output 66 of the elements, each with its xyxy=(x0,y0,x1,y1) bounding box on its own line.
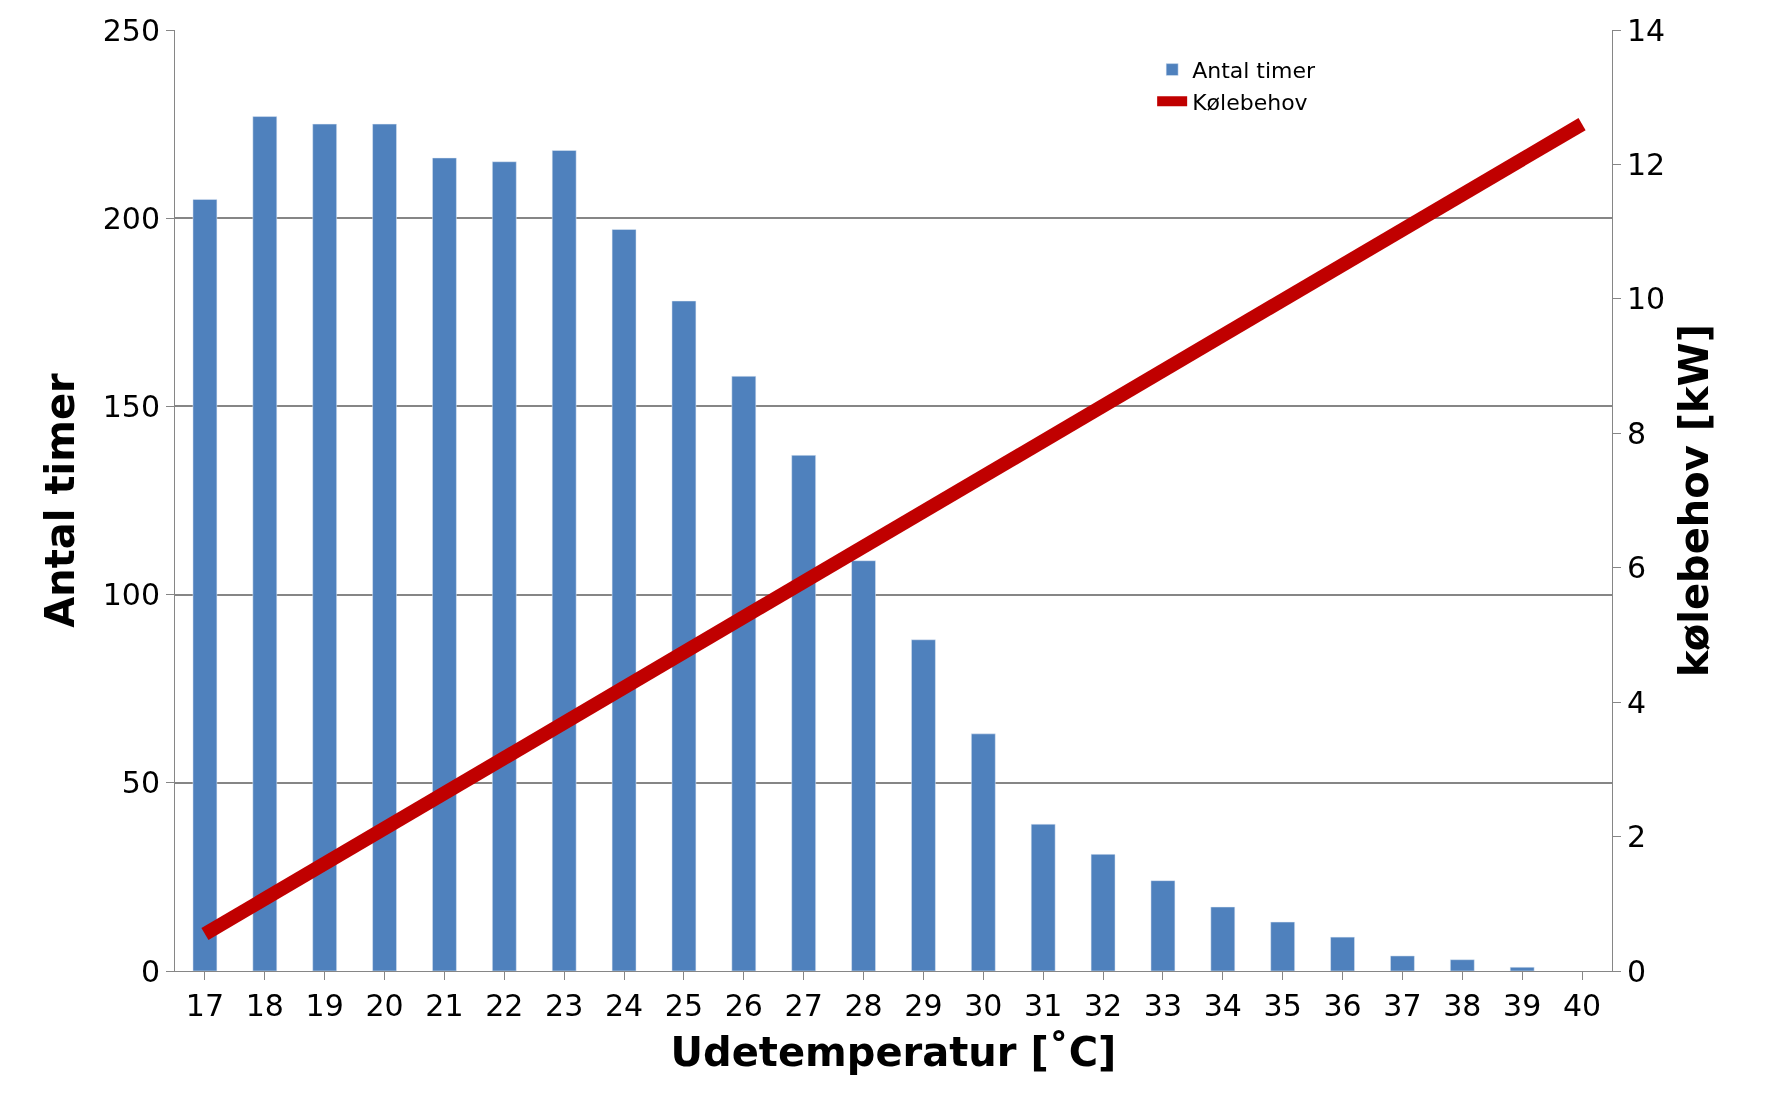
y-tick-label: 150 xyxy=(102,388,160,424)
y2-tick-label: 12 xyxy=(1627,146,1666,182)
legend-label: Kølebehov xyxy=(1192,89,1308,115)
bar xyxy=(1390,955,1415,971)
y-axis-title: Antal timer xyxy=(37,372,84,628)
x-tick-label: 28 xyxy=(844,988,883,1023)
x-tick-label: 21 xyxy=(425,988,464,1023)
x-tick-label: 20 xyxy=(365,988,404,1023)
x-tick-label: 22 xyxy=(485,988,524,1023)
bar xyxy=(1090,854,1116,971)
x-tick-label: 25 xyxy=(664,988,704,1023)
bar xyxy=(1150,880,1176,971)
x-tick-label: 24 xyxy=(604,988,644,1023)
x-tick-label: 35 xyxy=(1263,988,1302,1023)
bar xyxy=(791,455,816,971)
bar xyxy=(432,157,457,971)
y-tick-label: 50 xyxy=(121,765,160,801)
x-tick-label: 38 xyxy=(1443,988,1482,1023)
bar xyxy=(851,560,876,971)
x-tick-label: 27 xyxy=(784,988,823,1023)
y-tick-label: 200 xyxy=(102,200,160,236)
bar xyxy=(312,123,337,971)
x-tick-label: 17 xyxy=(185,988,225,1023)
bar xyxy=(492,161,517,971)
bar xyxy=(372,123,397,971)
y2-tick-label: 6 xyxy=(1627,550,1647,586)
bar xyxy=(1450,959,1475,971)
y-tick-label: 0 xyxy=(140,953,160,989)
bar xyxy=(611,229,637,971)
x-tick-label: 18 xyxy=(245,988,284,1023)
bar xyxy=(671,300,697,971)
y2-tick-label: 8 xyxy=(1627,415,1647,451)
bar xyxy=(911,639,936,971)
bar xyxy=(971,733,996,971)
bar xyxy=(192,199,218,971)
x-tick-label: 33 xyxy=(1143,988,1183,1023)
bar xyxy=(252,116,278,971)
x-tick-label: 26 xyxy=(724,988,763,1023)
y2-tick-label: 4 xyxy=(1627,684,1647,720)
bar xyxy=(1210,906,1236,971)
x-tick-label: 40 xyxy=(1562,988,1602,1023)
x-tick-label: 19 xyxy=(305,988,344,1023)
x-tick-label: 31 xyxy=(1024,988,1063,1023)
x-tick-label: 37 xyxy=(1383,988,1422,1023)
x-tick-label: 34 xyxy=(1203,988,1242,1023)
legend-label: Antal timer xyxy=(1192,58,1317,84)
y2-axis-title: kølebehov [kW] xyxy=(1670,323,1717,678)
x-tick-label: 39 xyxy=(1503,988,1542,1023)
y2-tick-label: 2 xyxy=(1627,819,1647,855)
y-tick-label: 250 xyxy=(102,12,160,48)
x-tick-label: 30 xyxy=(964,988,1003,1023)
bar xyxy=(1270,921,1295,971)
bar xyxy=(1330,936,1355,971)
y2-tick-label: 0 xyxy=(1627,953,1647,989)
x-tick-label: 36 xyxy=(1323,988,1362,1023)
bar xyxy=(1509,966,1535,971)
y-tick-label: 100 xyxy=(102,577,160,613)
y2-tick-label: 14 xyxy=(1627,12,1666,48)
x-tick-label: 32 xyxy=(1083,988,1123,1023)
y2-tick-label: 10 xyxy=(1627,281,1666,317)
x-axis-title: Udetemperatur [˚C] xyxy=(670,1028,1117,1075)
bar xyxy=(1030,823,1056,971)
x-tick-label: 23 xyxy=(545,988,584,1023)
x-tick-label: 29 xyxy=(904,988,943,1023)
bar xyxy=(551,150,577,971)
bar xyxy=(731,376,757,971)
